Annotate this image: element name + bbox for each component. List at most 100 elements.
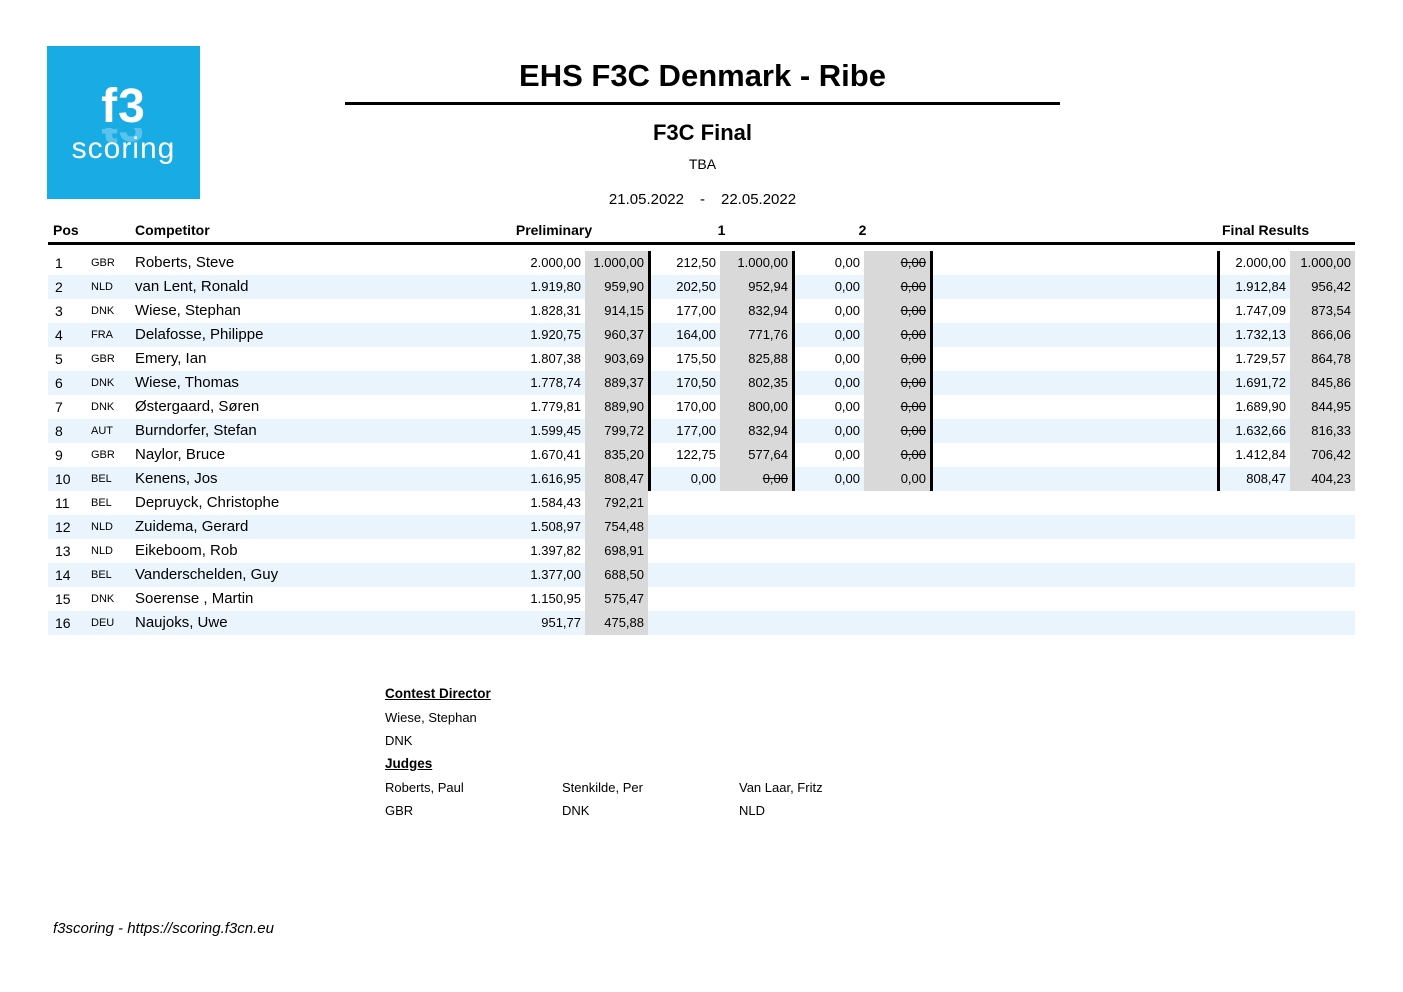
- final-score-cell: 808,47: [1246, 471, 1286, 486]
- round1-normalized-cell: [720, 539, 792, 563]
- judges-row: Roberts, Paul GBR Stenkilde, Per DNK Van…: [385, 776, 916, 822]
- column-divider: [792, 275, 795, 299]
- final-score-cell: 1.412,84: [1235, 447, 1286, 462]
- table-row: 6 DNK Wiese, Thomas 1.778,74 889,37 170,50 802…: [48, 371, 1355, 395]
- round1-score-cell: [651, 539, 720, 563]
- round1-score-cell: 175,50: [676, 351, 716, 366]
- final-normalized-cell: 873,54: [1290, 299, 1355, 323]
- round2-normalized-cell: 0,00: [864, 299, 930, 323]
- spacer-cell: [933, 563, 1217, 587]
- judge-country: GBR: [385, 803, 414, 818]
- column-divider: [792, 395, 795, 419]
- country-cell: GBR: [91, 353, 115, 365]
- prelim-score-cell: 1.778,74: [530, 375, 581, 390]
- final-score-cell: [1220, 491, 1290, 515]
- final-normalized-cell: [1290, 539, 1355, 563]
- round1-normalized-cell: [720, 515, 792, 539]
- country-cell: NLD: [91, 521, 114, 533]
- judge: Van Laar, Fritz NLD: [739, 776, 916, 822]
- round1-score-cell: [651, 491, 720, 515]
- competitor-name-cell: Emery, Ian: [135, 350, 207, 367]
- spacer-cell: [933, 611, 1217, 635]
- column-divider: [930, 275, 933, 299]
- column-divider: [648, 347, 651, 371]
- round1-normalized-cell: 800,00: [720, 395, 792, 419]
- pos-cell: 6: [55, 375, 63, 391]
- round2-normalized-cell: [864, 563, 930, 587]
- final-score-cell: 1.732,13: [1235, 327, 1286, 342]
- header-pos: Pos: [53, 222, 79, 238]
- pos-cell: 3: [55, 303, 63, 319]
- column-divider: [930, 299, 933, 323]
- competitor-name-cell: Naujoks, Uwe: [135, 614, 228, 631]
- prelim-score-cell: 1.670,41: [530, 447, 581, 462]
- table-row: 15 DNK Soerense , Martin 1.150,95 575,47: [48, 587, 1355, 611]
- spacer-cell: [933, 491, 1217, 515]
- competitor-name-cell: Eikeboom, Rob: [135, 542, 238, 559]
- final-normalized-cell: 706,42: [1290, 443, 1355, 467]
- round1-normalized-cell: 832,94: [720, 419, 792, 443]
- round1-score-cell: [651, 587, 720, 611]
- round1-normalized-cell: [720, 587, 792, 611]
- round2-normalized-cell: 0,00: [864, 419, 930, 443]
- pos-cell: 10: [55, 471, 71, 487]
- judge-name: Stenkilde, Per: [562, 780, 643, 795]
- table-row: 7 DNK Østergaard, Søren 1.779,81 889,90 170,0…: [48, 395, 1355, 419]
- country-cell: BEL: [91, 497, 112, 509]
- pos-cell: 13: [55, 543, 71, 559]
- round2-normalized-cell: 0,00: [864, 395, 930, 419]
- prelim-score-cell: 1.377,00: [530, 567, 581, 582]
- final-normalized-cell: 864,78: [1290, 347, 1355, 371]
- country-cell: FRA: [91, 329, 113, 341]
- round2-normalized-cell: 0,00: [864, 323, 930, 347]
- country-cell: BEL: [91, 569, 112, 581]
- prelim-score-cell: 951,77: [541, 615, 581, 630]
- spacer-cell: [933, 299, 1217, 323]
- prelim-normalized-cell: 799,72: [585, 419, 648, 443]
- prelim-normalized-cell: 475,88: [585, 611, 648, 635]
- judge-name: Van Laar, Fritz: [739, 780, 823, 795]
- round1-score-cell: 122,75: [676, 447, 716, 462]
- prelim-score-cell: 1.828,31: [530, 303, 581, 318]
- round1-score-cell: 0,00: [690, 471, 716, 486]
- column-divider: [648, 419, 651, 443]
- prelim-score-cell: 1.150,95: [530, 591, 581, 606]
- round1-score-cell: 170,00: [676, 399, 716, 414]
- spacer-cell: [933, 443, 1217, 467]
- prelim-normalized-cell: 914,15: [585, 299, 648, 323]
- logo-text-scoring: scoring: [71, 132, 176, 165]
- pos-cell: 9: [55, 447, 63, 463]
- competitor-name-cell: Zuidema, Gerard: [135, 518, 249, 535]
- prelim-score-cell: 1.616,95: [530, 471, 581, 486]
- competitor-name-cell: van Lent, Ronald: [135, 278, 249, 295]
- round2-score-cell: 0,00: [834, 399, 860, 414]
- column-divider: [648, 467, 651, 491]
- round1-normalized-cell: 0,00: [720, 467, 792, 491]
- column-divider: [648, 299, 651, 323]
- round1-score-cell: [651, 611, 720, 635]
- judge-name: Roberts, Paul: [385, 780, 464, 795]
- date-to: 22.05.2022: [721, 191, 797, 208]
- country-cell: AUT: [91, 425, 113, 437]
- final-normalized-cell: 866,06: [1290, 323, 1355, 347]
- final-score-cell: 2.000,00: [1235, 255, 1286, 270]
- competitor-name-cell: Delafosse, Philippe: [135, 326, 264, 343]
- round2-normalized-cell: 0,00: [864, 467, 930, 491]
- column-divider: [648, 443, 651, 467]
- title-divider: [345, 102, 1060, 105]
- pos-cell: 7: [55, 399, 63, 415]
- prelim-normalized-cell: 903,69: [585, 347, 648, 371]
- table-row: 8 AUT Burndorfer, Stefan 1.599,45 799,72 177,…: [48, 419, 1355, 443]
- footer-text: f3scoring - https://scoring.f3cn.eu: [53, 920, 274, 937]
- final-score-cell: 1.689,90: [1235, 399, 1286, 414]
- country-cell: DNK: [91, 401, 115, 413]
- column-divider: [930, 419, 933, 443]
- country-cell: DNK: [91, 593, 115, 605]
- prelim-normalized-cell: 688,50: [585, 563, 648, 587]
- column-divider: [930, 371, 933, 395]
- round1-normalized-cell: 771,76: [720, 323, 792, 347]
- column-divider: [1217, 347, 1220, 371]
- prelim-score-cell: 1.779,81: [530, 399, 581, 414]
- round2-normalized-cell: [864, 491, 930, 515]
- pos-cell: 16: [55, 615, 71, 631]
